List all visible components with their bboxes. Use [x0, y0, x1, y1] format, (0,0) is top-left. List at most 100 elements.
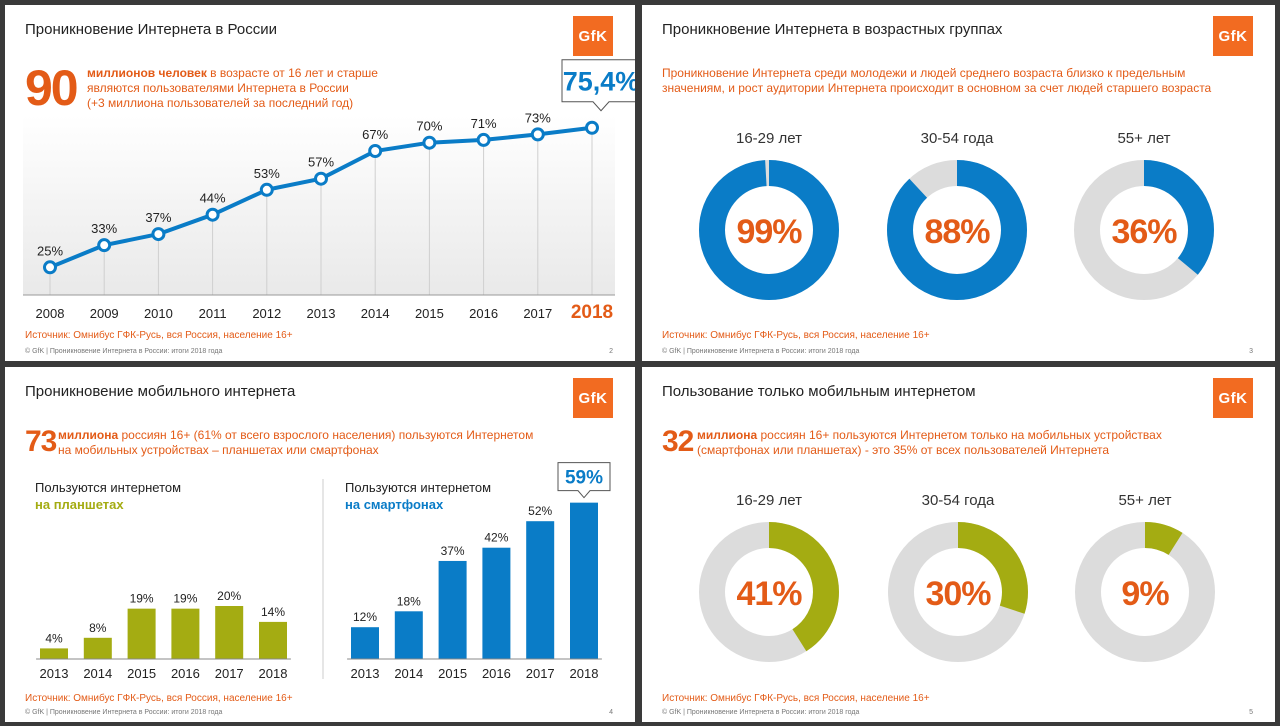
big-number: 90: [25, 60, 79, 116]
x-tick-label: 2016: [469, 306, 498, 321]
donut-arc: [699, 522, 839, 662]
gfk-logo: GfK: [1213, 378, 1253, 418]
data-point: [585, 120, 599, 135]
lead-bold: миллионов человек: [87, 66, 207, 80]
data-label: 44%: [200, 191, 226, 206]
x-tick-label: 2018: [570, 666, 599, 681]
donut-label: 16-29 лет: [736, 492, 802, 509]
data-point: [43, 260, 57, 275]
donut-label: 30-54 года: [922, 492, 995, 509]
gfk-logo: GfK: [1213, 16, 1253, 56]
chart-background: [23, 115, 615, 295]
x-tick-label: 2012: [252, 306, 281, 321]
slide-age-groups: Проникновение Интернета в возрастных гру…: [642, 5, 1275, 361]
x-tick-label: 2014: [394, 666, 423, 681]
bar: [394, 611, 423, 659]
slide-title: Проникновение мобильного интернета: [25, 383, 296, 400]
source-note: Источник: Омнибус ГФК-Русь, вся Россия, …: [25, 693, 293, 704]
x-tick-label: 2015: [127, 666, 156, 681]
callout-box: [557, 462, 611, 499]
x-tick-label: 2018: [571, 302, 613, 323]
page-number: 5: [1249, 709, 1253, 716]
lead-rest: в возрасте от 16 лет и старше: [206, 66, 378, 80]
page-number: 2: [609, 348, 613, 355]
x-tick-label: 2018: [259, 666, 288, 681]
callout-value: 75,4%: [563, 67, 635, 97]
lead-line2: (смартфонах или планшетах) - это 35% от …: [697, 443, 1110, 457]
x-tick-label: 2011: [199, 306, 227, 321]
lead-bold: миллиона: [697, 428, 758, 442]
data-label: 20%: [217, 589, 241, 603]
x-tick-label: 2017: [526, 666, 555, 681]
bar: [40, 648, 68, 659]
x-tick-label: 2013: [307, 306, 336, 321]
data-label: 19%: [130, 592, 154, 606]
donut-value: 9%: [1121, 575, 1169, 613]
gfk-logo: GfK: [573, 378, 613, 418]
donut-value: 41%: [736, 575, 802, 613]
source-note: Источник: Омнибус ГФК-Русь, вся Россия, …: [662, 693, 930, 704]
slide-internet-penetration: Проникновение Интернета в России GfK 90 …: [5, 5, 635, 361]
page-number: 3: [1249, 348, 1253, 355]
data-label: 53%: [254, 166, 280, 181]
x-tick-label: 2017: [215, 666, 244, 681]
data-label: 8%: [89, 621, 107, 635]
data-label: 19%: [173, 592, 197, 606]
line-chart: 25% 2008 33% 2009 37% 2010 44% 2011 53% 2012 57% 20…: [23, 59, 635, 323]
data-label: 71%: [471, 116, 497, 131]
smartphones-title: Пользуются интернетом на смартфонах: [345, 479, 491, 513]
data-label: 67%: [362, 127, 388, 142]
data-label: 57%: [308, 155, 334, 170]
data-point: [368, 144, 383, 158]
lead-rest: россиян 16+ пользуются Интернетом только…: [757, 428, 1162, 442]
callout-value: 59%: [565, 468, 603, 489]
callout-box: [561, 59, 635, 112]
gfk-logo: GfK: [573, 16, 613, 56]
donut-arc: [699, 160, 839, 300]
donut-arc: [888, 522, 1028, 662]
data-label: 52%: [528, 504, 552, 518]
lead-line3: (+3 миллиона пользователей за последний …: [87, 96, 354, 110]
smartphones-subtitle: на смартфонах: [345, 497, 444, 512]
bar: [570, 502, 598, 659]
bar: [215, 606, 244, 659]
data-label: 37%: [145, 210, 171, 225]
donut: 36% 55+ лет: [1074, 130, 1214, 300]
lead-rest: россиян 16+ (61% от всего взрослого насе…: [118, 428, 534, 442]
donut: 41% 16-29 лет: [699, 492, 839, 662]
x-tick-label: 2008: [36, 306, 65, 321]
bar: [127, 608, 156, 659]
bar: [438, 560, 467, 659]
data-label: 33%: [91, 221, 117, 236]
data-point: [97, 238, 112, 253]
donut: 99% 16-29 лет: [699, 130, 839, 300]
donut-charts: 99% 16-29 лет 88% 30-54 года 36% 55+ лет: [699, 130, 1214, 300]
slide-title: Проникновение Интернета в возрастных гру…: [662, 21, 1003, 38]
data-label: 70%: [416, 119, 442, 134]
lead-line2: являются пользователями Интернета в Росс…: [87, 81, 349, 95]
footer: © GfK | Проникновение Интернета в России…: [25, 709, 223, 716]
lead-text: Проникновение Интернета среди молодежи и…: [662, 66, 1211, 96]
data-point: [476, 132, 491, 147]
data-label: 12%: [353, 610, 377, 624]
donut-label: 55+ лет: [1117, 130, 1170, 147]
slide-mobile-only: Пользование только мобильным интернетом …: [642, 367, 1275, 722]
bar-charts: 4% 2013 8% 2014 19% 2015 19% 2016 20% 2017 14% 2018…: [36, 462, 611, 681]
bar: [482, 547, 511, 659]
donut-label: 55+ лет: [1118, 492, 1171, 509]
data-point: [259, 182, 274, 197]
smartphones-title-line: Пользуются интернетом: [345, 480, 492, 495]
x-tick-label: 2015: [438, 666, 467, 681]
bar: [351, 627, 379, 659]
x-tick-label: 2015: [415, 306, 444, 321]
lead-text: миллионов человек в возрасте от 16 лет и…: [87, 66, 378, 111]
page-number: 4: [609, 709, 613, 716]
source-note: Источник: Омнибус ГФК-Русь, вся Россия, …: [25, 330, 293, 341]
bar: [83, 637, 112, 659]
donut: 30% 30-54 года: [888, 492, 1028, 662]
x-tick-label: 2017: [523, 306, 552, 321]
footer: © GfK | Проникновение Интернета в России…: [662, 709, 860, 716]
lead-bold: миллиона: [58, 428, 119, 442]
bar: [259, 621, 287, 659]
donut-arc: [887, 160, 1027, 300]
